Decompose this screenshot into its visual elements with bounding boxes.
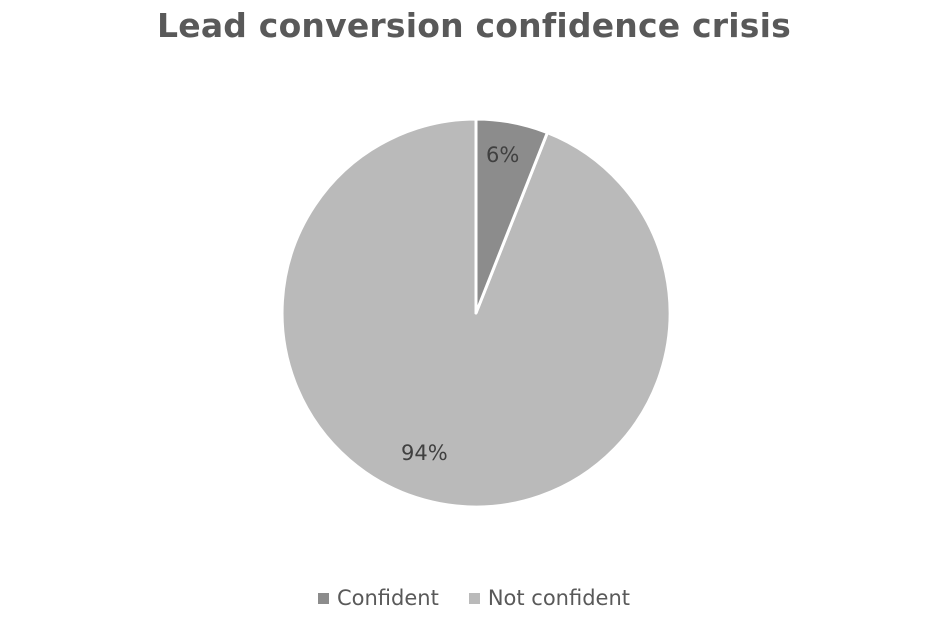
slice-label-not-confident: 94%	[401, 441, 448, 465]
legend-label: Confident	[336, 586, 439, 610]
chart-title: Lead conversion confidence crisis	[157, 6, 791, 45]
legend-label: Not confident	[487, 586, 631, 610]
legend-item-confident: Confident	[317, 586, 439, 610]
legend-item-not-confident: Not confident	[468, 586, 631, 610]
legend-swatch-not-confident	[468, 592, 480, 604]
slice-confident	[474, 117, 549, 315]
slice-label-confident: 6%	[486, 143, 520, 167]
legend: Confident Not confident	[0, 586, 948, 610]
legend-swatch-confident	[317, 592, 329, 604]
